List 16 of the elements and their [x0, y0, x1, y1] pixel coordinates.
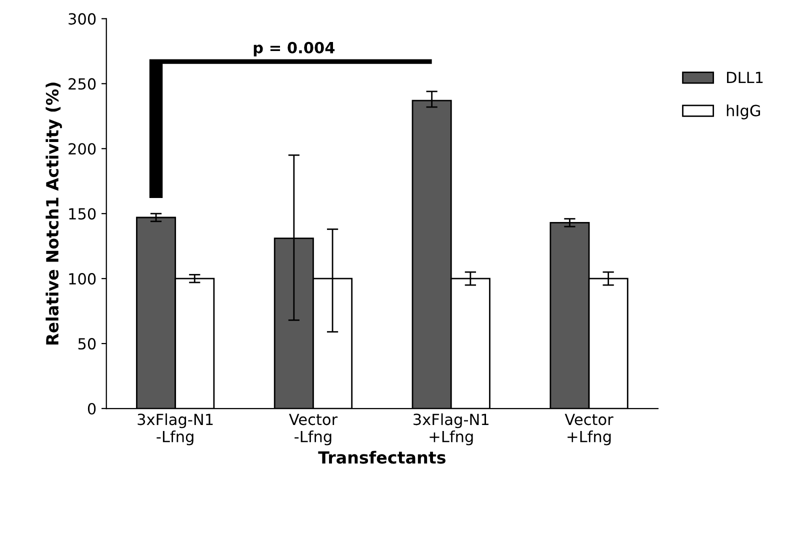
y-tick-label: 150 [69, 208, 96, 220]
y-tick-label: 100 [69, 273, 96, 285]
y-tick-label: 0 [88, 402, 96, 415]
y-tick-label: 250 [68, 78, 96, 90]
x-tick-label: 3xFlag-N1 +Lfng [414, 413, 488, 446]
legend-label: DLL1 [727, 72, 763, 84]
y-tick-label: 200 [68, 143, 96, 155]
x-tick-label: Vector -Lfng [289, 414, 338, 446]
y-tick-label: 50 [78, 338, 96, 350]
y-axis-title: Relative Notch1 Activity (%) [46, 82, 62, 344]
legend-label: hIgG [726, 104, 760, 120]
annotation: p = 0.004 [254, 42, 335, 56]
y-tick-label: 300 [68, 13, 96, 25]
x-tick-label: 3xFlag-N1 -Lfng [138, 413, 213, 446]
x-tick-label: Vector +Lfng [564, 414, 614, 446]
x-axis-title: Transfectants [318, 450, 446, 464]
